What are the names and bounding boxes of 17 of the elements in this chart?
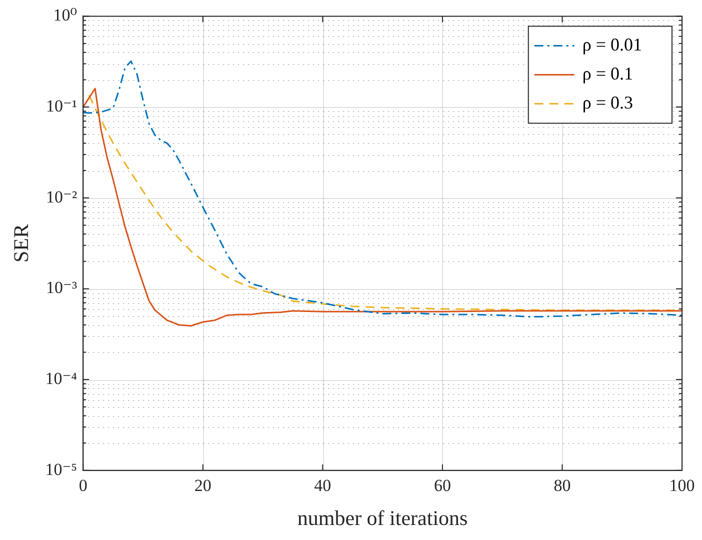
y-tick-label: 10⁻¹ — [46, 96, 78, 116]
x-tick-label: 100 — [669, 476, 695, 496]
x-tick-label: 40 — [314, 476, 332, 496]
legend-label: ρ = 0.3 — [582, 92, 634, 112]
x-tick-label: 80 — [554, 476, 571, 496]
y-axis-title: SER — [9, 224, 34, 263]
x-tick-label: 60 — [434, 476, 451, 496]
y-tick-label: 10⁻³ — [46, 278, 78, 298]
x-tick-label: 0 — [78, 476, 88, 496]
legend-label: ρ = 0.01 — [582, 34, 642, 54]
y-tick-label: 10⁻⁵ — [45, 460, 78, 479]
y-tick-label: 10⁻⁴ — [45, 369, 78, 388]
x-axis-title: number of iterations — [297, 506, 468, 530]
y-tick-label: 10⁰ — [53, 6, 78, 25]
y-tick-label: 10⁻² — [46, 187, 78, 206]
x-tick-label: 20 — [194, 476, 212, 496]
legend-label: ρ = 0.1 — [582, 63, 634, 84]
